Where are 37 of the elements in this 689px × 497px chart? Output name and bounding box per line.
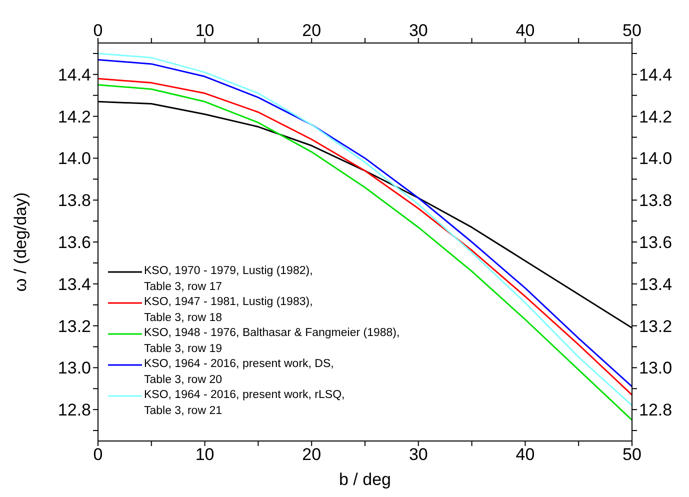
x-tick-label: 20	[302, 21, 322, 40]
x2-tick-label: 40	[516, 445, 535, 464]
y2-tick-label: 12.8	[639, 400, 672, 420]
y2-tick-label: 14.0	[639, 149, 672, 168]
x2-tick-label: 30	[408, 445, 428, 464]
y-tick-label: 13.0	[58, 358, 91, 378]
x-tick-label: 10	[195, 21, 214, 40]
y-tick-label: 13.4	[58, 274, 91, 294]
y-tick-label: 13.8	[58, 191, 91, 210]
x-tick-label: 30	[408, 21, 428, 40]
y2-tick-label: 13.8	[639, 191, 672, 210]
y2-tick-label: 13.0	[639, 358, 672, 378]
y-tick-label: 14.0	[58, 149, 91, 168]
legend-label: KSO, 1964 - 2016, present work, rLSQ, Table 3, row 21	[144, 388, 345, 418]
y2-tick-label: 14.2	[639, 107, 672, 126]
x2-tick-label: 20	[302, 445, 322, 464]
legend-label: KSO, 1947 - 1981, Lustig (1983), Table 3, row 18	[144, 295, 313, 326]
legend-label: KSO, 1948 - 1976, Balthasar & Fangmeier (1988), Table 3, row 19	[144, 326, 400, 356]
legend-label: KSO, 1964 - 2016, present work, DS, Table 3, row 20	[144, 357, 334, 388]
y-tick-label: 13.2	[58, 316, 91, 336]
x-tick-label: 50	[622, 21, 642, 40]
x-axis-title: b / deg	[339, 470, 391, 489]
x2-tick-label: 10	[195, 445, 214, 464]
y-axis-title: ω / (deg/day)	[11, 192, 30, 292]
y-tick-label: 14.2	[58, 107, 91, 126]
y-tick-label: 13.6	[58, 233, 91, 252]
y-tick-label: 14.4	[58, 65, 91, 84]
x-tick-label: 40	[516, 21, 535, 40]
x2-tick-label: 0	[93, 445, 103, 464]
x-tick-label: 0	[93, 21, 103, 40]
y2-tick-label: 13.4	[639, 274, 672, 294]
y-tick-label: 12.8	[58, 400, 91, 420]
y2-tick-label: 13.6	[639, 233, 672, 252]
x2-tick-label: 50	[622, 445, 642, 464]
y2-tick-label: 13.2	[639, 316, 672, 336]
y2-tick-label: 14.4	[639, 65, 672, 84]
legend-label: KSO, 1970 - 1979, Lustig (1982), Table 3, row 17	[144, 264, 313, 294]
